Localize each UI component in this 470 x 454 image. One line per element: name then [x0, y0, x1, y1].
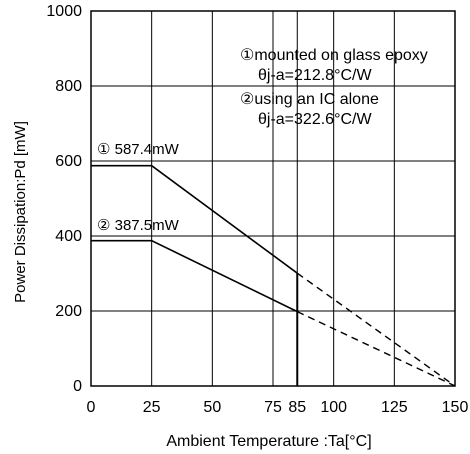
x-tick-label: 75 [264, 399, 282, 416]
series-1-dashed-line [296, 272, 456, 387]
series-2-solid-line [91, 239, 298, 313]
x-tick-label: 0 [87, 399, 96, 416]
x-tick-label: 85 [288, 399, 306, 416]
x-tick-label: 25 [143, 399, 161, 416]
series-label-1: ① 587.4mW [97, 141, 180, 158]
annotation-line-1: ①mounted on glass epoxy [240, 47, 428, 64]
y-tick-label: 400 [55, 228, 82, 245]
annotation-line-4: θj-a=322.6°C/W [258, 111, 372, 128]
x-tick-label: 50 [203, 399, 221, 416]
x-tick-label: 150 [442, 399, 469, 416]
y-tick-label: 1000 [46, 3, 82, 20]
annotation-line-2: θj-a=212.8°C/W [258, 67, 372, 84]
x-tick-labels: 0 25 50 75 85 100 125 150 [87, 399, 469, 416]
grid [91, 11, 455, 386]
x-tick-label: 100 [320, 399, 347, 416]
series-group [91, 164, 456, 387]
series-2-dashed-line [297, 310, 456, 387]
y-tick-label: 600 [55, 153, 82, 170]
y-tick-labels: 0 200 400 600 800 1000 [46, 3, 82, 395]
series-1-solid-line [91, 164, 298, 274]
y-axis-label: Power Dissipation:Pd [mW] [12, 121, 29, 303]
y-tick-label: 200 [55, 303, 82, 320]
y-tick-label: 0 [73, 378, 82, 395]
plot-frame [90, 10, 456, 387]
x-tick-label: 125 [381, 399, 408, 416]
series-label-2: ② 387.5mW [97, 217, 180, 234]
annotation-line-3: ②using an IC alone [240, 91, 379, 108]
y-tick-label: 800 [55, 78, 82, 95]
x-axis-label: Ambient Temperature :Ta[°C] [166, 433, 371, 450]
